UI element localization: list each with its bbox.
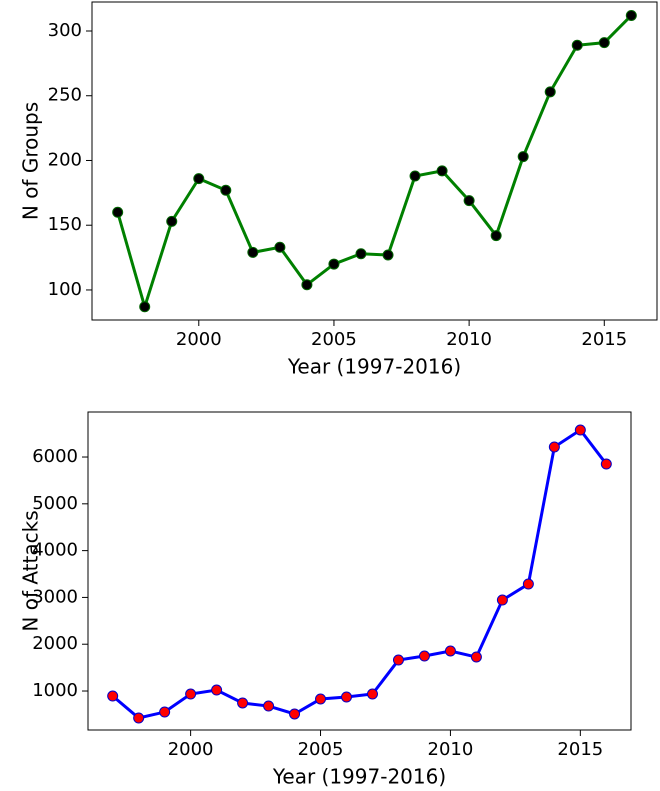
data-point xyxy=(490,230,502,242)
data-point xyxy=(220,184,232,196)
data-point xyxy=(328,258,340,270)
x-tick-label: 2005 xyxy=(298,739,344,760)
y-tick-label: 100 xyxy=(48,279,82,300)
y-tick-label: 5000 xyxy=(32,493,78,514)
data-point xyxy=(263,700,275,712)
x-tick-label: 2005 xyxy=(311,329,357,350)
data-point xyxy=(598,37,610,49)
data-point xyxy=(237,697,249,709)
data-point xyxy=(517,151,529,163)
y-tick-label: 200 xyxy=(48,149,82,170)
data-point xyxy=(600,458,612,470)
data-point xyxy=(470,651,482,663)
data-point xyxy=(274,241,286,253)
data-point xyxy=(625,9,637,21)
data-point xyxy=(193,173,205,185)
x-axis-label: Year (1997-2016) xyxy=(272,765,446,789)
data-point xyxy=(133,712,145,724)
data-point xyxy=(166,215,178,227)
y-tick-label: 1000 xyxy=(32,680,78,701)
y-tick-label: 3000 xyxy=(32,586,78,607)
data-point xyxy=(185,688,197,700)
data-point xyxy=(463,195,475,207)
x-tick-label: 2015 xyxy=(581,329,627,350)
data-point xyxy=(574,424,586,436)
y-tick-label: 2000 xyxy=(32,633,78,654)
data-point xyxy=(355,248,367,260)
y-tick-label: 300 xyxy=(48,20,82,41)
data-point xyxy=(548,441,560,453)
data-point xyxy=(315,693,327,705)
subplot: 100 150 200 250 300 2000 2005 2010 2015 Year (199… xyxy=(19,1,658,379)
data-point xyxy=(301,279,313,291)
y-tick-label: 6000 xyxy=(32,446,78,467)
data-point xyxy=(444,645,456,657)
data-point xyxy=(289,708,301,720)
y-axis-label: N of Attacks xyxy=(19,510,43,631)
x-axis-label: Year (1997-2016) xyxy=(287,355,461,379)
data-line xyxy=(111,427,608,720)
y-tick-label: 4000 xyxy=(32,540,78,561)
data-point xyxy=(107,690,119,702)
data-point xyxy=(159,706,171,718)
axes-frame xyxy=(91,1,658,321)
y-tick-label: 150 xyxy=(48,214,82,235)
data-point xyxy=(496,594,508,606)
data-point xyxy=(409,170,421,182)
data-point xyxy=(392,654,404,666)
data-line xyxy=(116,14,633,312)
x-tick-label: 2010 xyxy=(428,739,474,760)
axes-frame xyxy=(87,411,632,731)
data-point xyxy=(544,86,556,98)
x-tick-label: 2015 xyxy=(557,739,603,760)
subplot: 1000 2000 3000 4000 5000 6000 2000 2005 2010 2015… xyxy=(19,411,632,789)
data-point xyxy=(211,684,223,696)
y-axis-label: N of Groups xyxy=(19,102,43,220)
data-point xyxy=(522,578,534,590)
data-point xyxy=(382,249,394,261)
x-tick-label: 2000 xyxy=(168,739,214,760)
data-point xyxy=(418,650,430,662)
data-point xyxy=(571,39,583,51)
data-point xyxy=(436,165,448,177)
x-tick-label: 2000 xyxy=(176,329,222,350)
data-point xyxy=(341,691,353,703)
x-tick-label: 2010 xyxy=(446,329,492,350)
data-point xyxy=(139,301,151,313)
data-point xyxy=(112,206,124,218)
data-point xyxy=(366,688,378,700)
data-point xyxy=(247,246,259,258)
y-tick-label: 250 xyxy=(48,85,82,106)
